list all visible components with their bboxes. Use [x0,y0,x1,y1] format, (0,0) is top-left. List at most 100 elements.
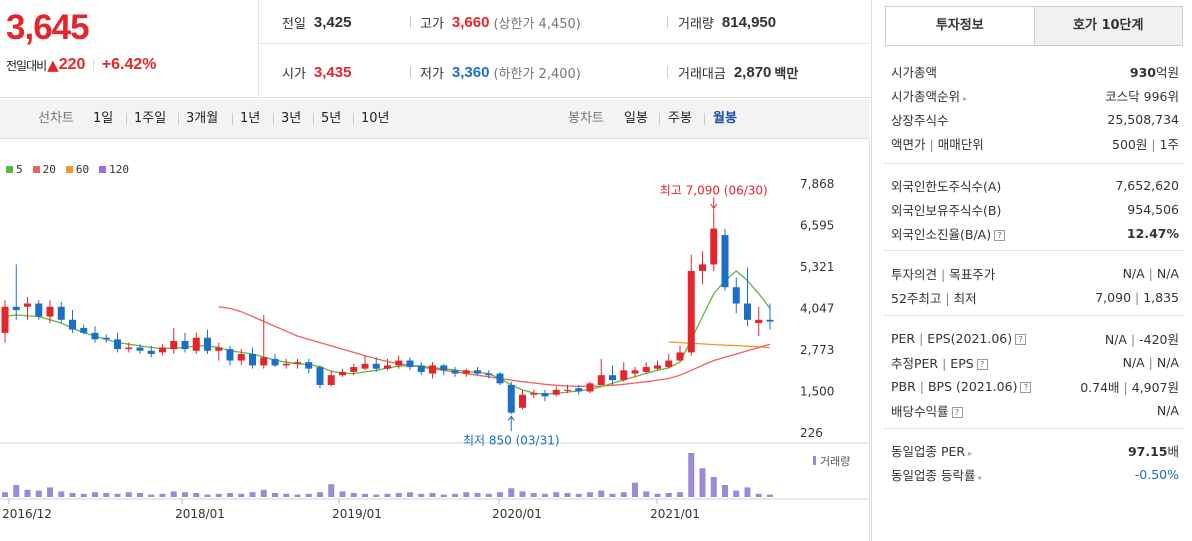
info-value: 500원 | 1주 [1112,136,1179,152]
candle [462,370,470,374]
min-price-annotation: 최저 850 (03/31) [463,433,560,447]
tab-invest-info[interactable]: 투자정보 [886,7,1034,45]
info-value: 25,508,734 [1107,111,1179,127]
volume-label: 거래량 [820,455,850,468]
candle [271,358,279,366]
candle [597,375,605,385]
info-value: 930억원 [1129,64,1179,80]
volume-bar [688,453,695,497]
legend-ma5[interactable]: 5 [6,163,23,176]
caret-right-icon[interactable]: ▸ [963,93,968,103]
volume-bar [474,493,481,497]
info-value: 0.74배 | 4,907원 [1080,379,1179,395]
help-icon[interactable]: ? [976,358,988,370]
volume-bar [395,493,402,497]
candle-monthly[interactable]: 월봉 [713,111,737,126]
candle [755,319,763,324]
volume-bar [418,493,425,497]
volume-bar [92,492,98,497]
info-row: 추정PER | EPS? N/A | N/A [891,351,1179,373]
period-5y[interactable]: 5년 [321,111,342,126]
volume-bar [519,491,526,497]
change-amount: 220 [58,56,86,73]
volume-bar [440,494,447,497]
price-summary: 3,645 전일대비 ▲ 220 | +6.42% [0,0,259,98]
candle [699,264,706,271]
candle [57,306,65,320]
legend-ma20[interactable]: 20 [32,163,56,176]
candle [440,365,448,371]
candle [316,367,324,385]
candle [91,332,99,340]
info-row: PBR | BPS (2021.06)? 0.74배 | 4,907원 [891,375,1179,397]
caret-right-icon[interactable]: ▸ [978,472,983,482]
period-1y[interactable]: 1년 [240,111,261,126]
info-row: 동일업종 PER ▸ 97.15배 [891,439,1179,461]
volume-bar [362,493,368,497]
info-row: 외국인한도주식수(A) 7,652,620 [891,174,1179,196]
y-tick-label: 1,500 [800,384,834,398]
candle [1,306,9,333]
change-label: 전일대비 [6,58,47,73]
current-price: 3,645 [6,8,90,47]
help-icon[interactable]: ? [994,229,1006,241]
y-tick-label: 2,773 [800,343,834,357]
candle [507,384,515,413]
volume-bar [665,493,672,497]
high-price: 고가 3,660 (상한가 4,450) [420,13,581,32]
min-arrow-icon [507,415,515,432]
info-label: 상장주식수 [891,112,949,128]
help-icon[interactable]: ? [1020,381,1032,393]
caret-right-icon[interactable]: ▸ [968,448,973,458]
candle [395,360,403,366]
info-tabs: 투자정보 호가 10단계 [885,6,1183,46]
volume-bar [114,493,121,497]
candle [102,337,110,340]
help-icon[interactable]: ? [1015,333,1027,345]
volume-bar [13,485,20,497]
tab-order-book[interactable]: 호가 10단계 [1033,7,1182,45]
candle [361,363,369,369]
info-value: 코스닥 996위 [1105,88,1179,104]
info-value: N/A | N/A [1122,265,1179,281]
info-panel [871,0,1192,541]
legend-ma120[interactable]: 120 [99,163,129,176]
candle [530,393,538,395]
volume-bar [204,494,211,497]
candle-daily[interactable]: 일봉 [624,111,648,126]
volume-bar [654,493,661,497]
period-1d[interactable]: 1일 [93,111,114,126]
candle [350,367,358,372]
candle [541,393,549,397]
volume-bar [620,492,627,497]
period-1w[interactable]: 1주일 [134,111,167,126]
info-label: 액면가 | 매매단위 [891,136,984,152]
volume-bar [339,491,346,497]
period-3y[interactable]: 3년 [281,111,302,126]
volume-bar [305,493,312,497]
candle [744,303,751,320]
info-label: 52주최고 | 최저 [891,290,977,306]
candle [327,375,335,385]
candle [429,365,436,374]
candle [170,340,178,350]
info-label: 시가총액 [891,64,938,80]
legend-ma60[interactable]: 60 [65,163,89,176]
info-row: 시가총액 930억원 [891,60,1179,82]
help-icon[interactable]: ? [951,406,963,418]
volume-bar [767,494,773,497]
info-row: 외국인보유주식수(B) 954,506 [891,198,1179,220]
y-tick-label: 7,868 [800,177,834,191]
period-10y[interactable]: 10년 [361,111,390,126]
info-value: N/A | N/A [1122,354,1179,370]
ma60-line [668,341,771,349]
period-3m[interactable]: 3개월 [186,111,219,126]
candle [766,319,774,322]
candle [282,363,290,366]
info-label: 외국인보유주식수(B) [891,202,1002,218]
candle [35,303,43,317]
candle [305,362,313,369]
volume-bar [249,492,256,497]
candle-weekly[interactable]: 주봉 [668,111,692,126]
candle [620,370,628,381]
